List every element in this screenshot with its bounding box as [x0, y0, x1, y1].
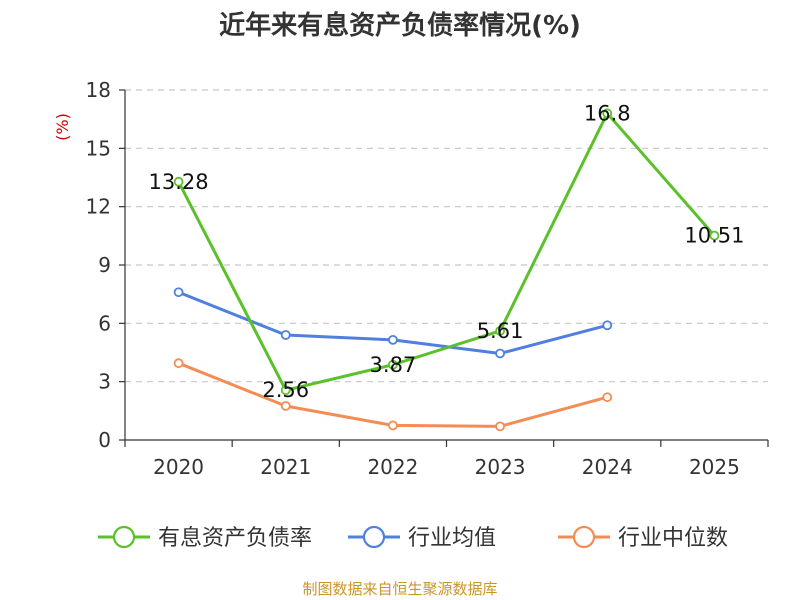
legend[interactable]: 有息资产负债率 行业均值 行业中位数	[98, 525, 728, 551]
y-tick-label: 18	[86, 78, 111, 102]
y-tick-label: 12	[86, 195, 111, 219]
data-point	[173, 358, 184, 369]
gridlines	[125, 89, 768, 383]
data-point	[280, 385, 291, 396]
data-labels: 13.28 2.56 3.87 5.61 16.8 10.51	[149, 101, 745, 402]
data-point	[495, 348, 505, 359]
series-lines	[173, 108, 720, 432]
data-point	[495, 421, 505, 432]
data-source-note: 制图数据来自恒生聚源数据库	[302, 580, 497, 598]
y-tick-label: 6	[98, 311, 111, 335]
data-point	[173, 176, 184, 187]
data-point	[388, 334, 398, 345]
x-tick-label: 2024	[582, 455, 633, 479]
data-label: 2.56	[262, 378, 309, 402]
data-label: 10.51	[684, 224, 744, 248]
data-point	[280, 330, 291, 340]
axes: 0 3 6 9 12 15 18 2020 2021 2022 2023 2024 2025	[86, 78, 769, 479]
y-axis-unit-label: (%)	[53, 113, 72, 141]
legend-marker	[572, 525, 596, 549]
data-point	[495, 326, 505, 336]
legend-label: 有息资产负债率	[158, 526, 312, 551]
data-point	[602, 392, 613, 403]
x-tick-label: 2021	[260, 455, 311, 479]
series-line	[177, 111, 716, 392]
x-tick-label: 2020	[153, 455, 204, 479]
data-point	[388, 420, 398, 431]
data-label: 16.8	[584, 101, 631, 125]
y-tick-label: 15	[86, 136, 111, 160]
y-tick-label: 0	[98, 428, 111, 452]
x-tick-label: 2023	[475, 455, 526, 479]
data-label: 3.87	[370, 353, 417, 377]
data-point	[602, 320, 613, 331]
data-point	[709, 230, 720, 241]
legend-marker	[362, 525, 386, 549]
chart-title: 近年来有息资产负债率情况(%)	[219, 10, 581, 41]
data-label: 13.28	[149, 170, 209, 194]
data-point	[280, 401, 291, 411]
data-label: 5.61	[477, 319, 524, 343]
y-tick-label: 3	[98, 370, 111, 394]
data-point	[388, 359, 398, 370]
data-point	[173, 287, 184, 298]
x-tick-label: 2025	[689, 455, 740, 479]
legend-label: 行业中位数	[618, 526, 728, 551]
y-tick-label: 9	[98, 253, 111, 277]
legend-marker	[112, 525, 136, 549]
legend-label: 行业均值	[408, 526, 496, 551]
data-point	[602, 108, 613, 119]
x-tick-label: 2022	[367, 455, 418, 479]
